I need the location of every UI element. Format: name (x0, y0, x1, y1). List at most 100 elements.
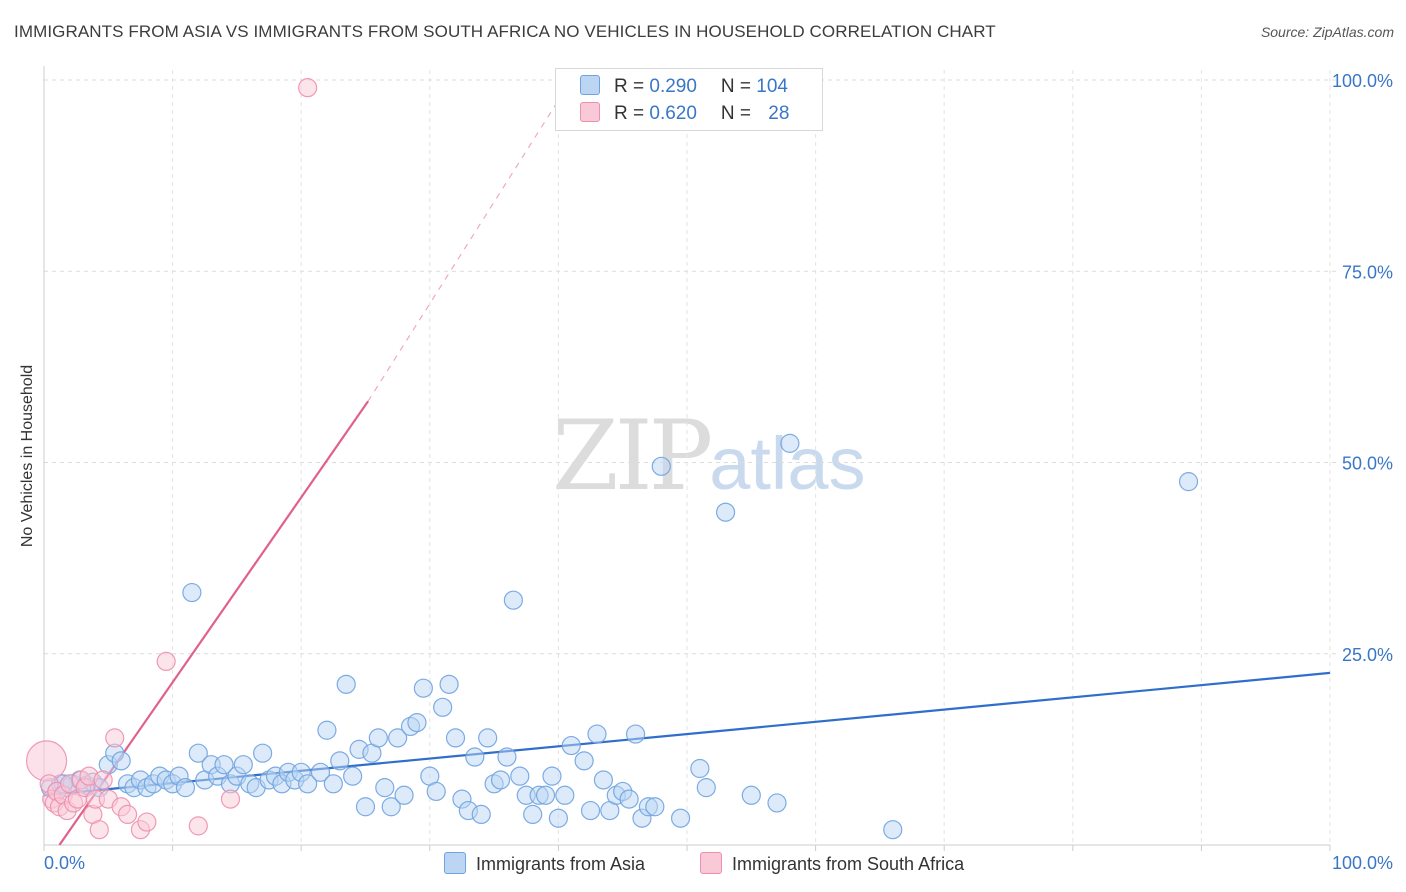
asia-point (542, 766, 562, 786)
asia-point (407, 712, 427, 733)
asia-point (388, 728, 408, 748)
asia-point (696, 778, 716, 798)
asia-point (336, 674, 356, 694)
asia-point (253, 743, 273, 763)
south-africa-n-value: 28 (768, 103, 790, 124)
asia-point (465, 747, 485, 767)
chart-title: IMMIGRANTS FROM ASIA VS IMMIGRANTS FROM … (14, 22, 996, 41)
grid-lines (44, 70, 1338, 845)
data-points (25, 78, 1199, 840)
x-tick-label: 0.0% (44, 853, 85, 873)
x-tick-label: 100.0% (1332, 853, 1393, 873)
asia-point (471, 804, 491, 825)
south-africa-trend-extension (367, 79, 572, 402)
south-africa-swatch (580, 102, 600, 122)
asia-n-value: 104 (756, 76, 788, 97)
south-africa-point (93, 770, 113, 790)
asia-point (510, 766, 530, 786)
asia-trend-line (43, 671, 1331, 797)
y-axis-label: No Vehicles in Household (19, 364, 36, 548)
zipatlas-watermark: ZIPatlas (552, 400, 866, 512)
south-africa-point (220, 789, 241, 809)
asia-point (490, 770, 511, 790)
asia-point (780, 433, 800, 453)
south-africa-point (89, 820, 109, 840)
asia-point (1178, 472, 1199, 492)
asia-point (561, 735, 581, 756)
asia-point (690, 758, 710, 779)
watermark-zip: ZIP (552, 400, 713, 512)
asia-point (214, 755, 234, 775)
axes (43, 66, 1331, 851)
stats-legend-row-south-africa: R = 0.620 N = 28 (580, 102, 789, 124)
asia-point (503, 590, 523, 610)
asia-point (478, 728, 498, 748)
legend-item-south-africa[interactable]: Immigrants from South Africa (700, 852, 964, 875)
tick-labels: 25.0% 50.0% 75.0% 100.0% 0.0% 100.0% (44, 71, 1393, 873)
south-africa-point (137, 812, 157, 832)
asia-point (433, 697, 453, 717)
asia-point (883, 820, 903, 840)
south-africa-r-label: R = (614, 103, 650, 124)
asia-r-value: 0.290 (649, 76, 697, 97)
asia-swatch (580, 75, 600, 95)
legend-south-africa-swatch (700, 852, 722, 874)
asia-point (355, 797, 376, 817)
asia-point (330, 751, 350, 771)
asia-point (323, 774, 343, 794)
y-tick-label: 50.0% (1342, 454, 1393, 474)
south-africa-point (156, 651, 176, 672)
asia-point (182, 582, 202, 603)
asia-point (535, 785, 556, 805)
south-africa-point (298, 78, 318, 98)
legend-south-africa-label: Immigrants from South Africa (732, 854, 965, 874)
south-africa-point (117, 804, 138, 825)
source-label: Source: ZipAtlas.com (1260, 24, 1394, 40)
asia-point (381, 797, 401, 817)
south-africa-point (105, 728, 125, 748)
asia-point (394, 785, 414, 805)
south-africa-point (188, 816, 208, 836)
asia-point (233, 755, 253, 775)
south-africa-n-label: N = (720, 103, 757, 124)
y-tick-label: 75.0% (1342, 262, 1393, 282)
asia-point (651, 456, 671, 476)
asia-point (497, 747, 517, 767)
asia-point (574, 751, 594, 771)
asia-point (298, 774, 318, 794)
legend-asia-label: Immigrants from Asia (476, 854, 646, 874)
asia-point (445, 728, 466, 748)
asia-point (343, 766, 363, 786)
asia-point (413, 678, 433, 698)
stats-legend-row-asia: R = 0.290 N = 104 (580, 75, 788, 97)
asia-n-label: N = (720, 76, 757, 97)
asia-point (625, 724, 646, 744)
legend-asia-swatch (444, 852, 466, 874)
asia-point (593, 770, 614, 790)
asia-point (580, 800, 601, 821)
asia-point (523, 804, 543, 825)
asia-point (111, 751, 131, 771)
asia-point (175, 778, 196, 798)
y-tick-label: 25.0% (1342, 645, 1393, 665)
asia-point (188, 743, 208, 763)
asia-point (548, 808, 569, 828)
asia-point (555, 785, 575, 805)
asia-point (439, 674, 459, 694)
asia-point (670, 808, 691, 828)
asia-point (715, 502, 736, 522)
asia-r-label: R = (614, 76, 650, 97)
asia-point (310, 762, 331, 782)
y-tick-label: 100.0% (1332, 71, 1393, 91)
asia-point (368, 728, 388, 748)
asia-point (317, 720, 337, 740)
asia-point (767, 793, 787, 813)
asia-point (587, 724, 607, 744)
south-africa-r-value: 0.620 (649, 103, 697, 124)
asia-point (619, 789, 639, 809)
asia-point (375, 778, 395, 798)
asia-point (645, 797, 665, 817)
legend-item-asia[interactable]: Immigrants from Asia (444, 852, 645, 875)
stats-legend: R = 0.290 N = 104 R = 0.620 N = 28 (555, 68, 823, 131)
